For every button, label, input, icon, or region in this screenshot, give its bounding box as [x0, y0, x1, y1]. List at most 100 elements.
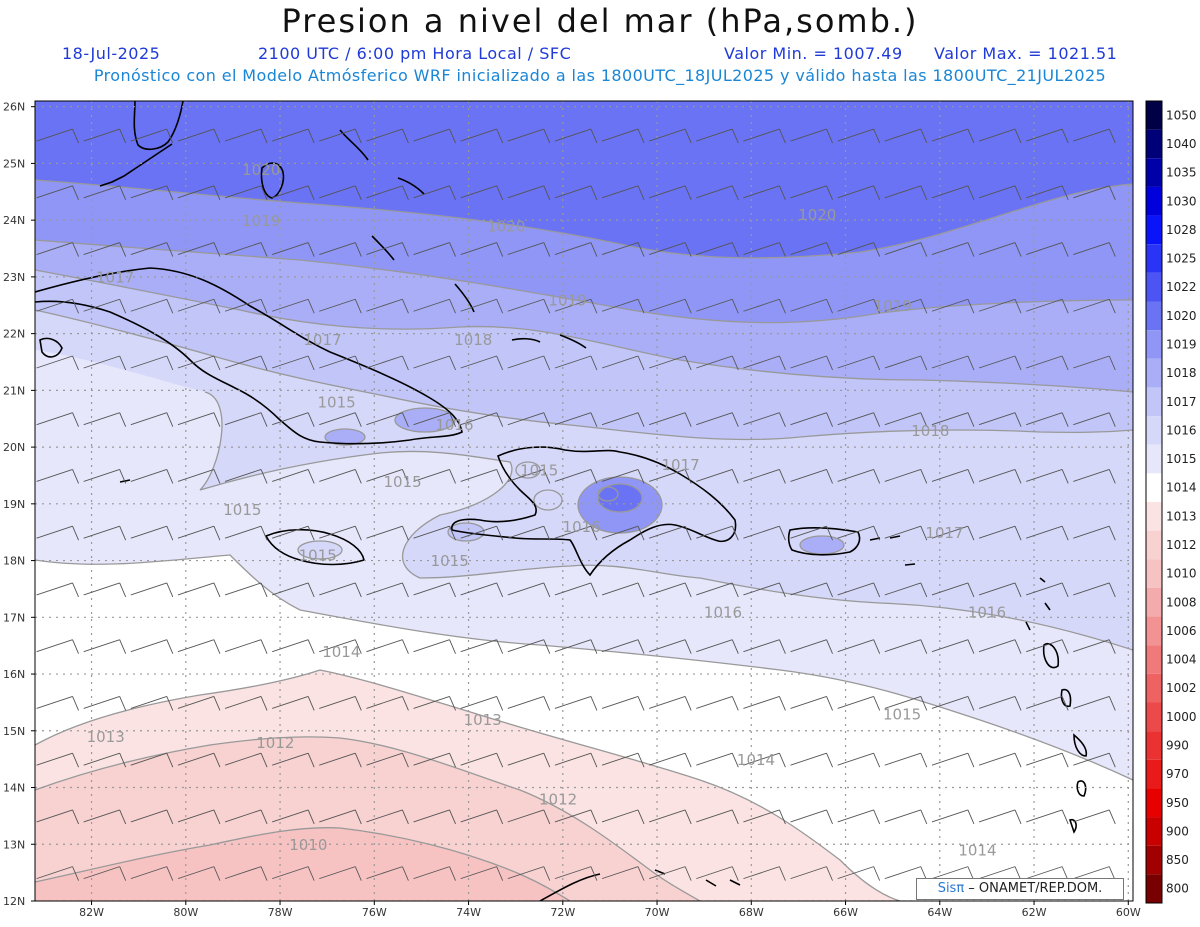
- wind-barb: [413, 582, 456, 598]
- wind-barb: [790, 412, 833, 427]
- colorbar-label: 1015: [1166, 452, 1197, 466]
- wind-barb: [366, 298, 409, 314]
- wind-barb: [224, 752, 268, 768]
- wind-barb: [978, 128, 1022, 144]
- wind-barb: [224, 582, 268, 598]
- wind-barb: [460, 242, 504, 257]
- wind-barb: [224, 809, 268, 825]
- lat-tick-label: 17N: [3, 611, 25, 624]
- colorbar-label: 1030: [1166, 194, 1197, 208]
- colorbar-swatch: [1146, 845, 1162, 875]
- wind-barb: [507, 809, 551, 825]
- lon-tick-label: 64W: [927, 906, 952, 919]
- lon-tick-label: 62W: [1022, 906, 1047, 919]
- colorbar-swatch: [1146, 215, 1162, 245]
- bahamas-exuma: [371, 235, 395, 261]
- isobar-label: 1017: [925, 524, 963, 542]
- wind-barb: [696, 639, 739, 654]
- virgin-islands: [869, 535, 916, 566]
- wind-barb: [36, 185, 79, 200]
- wind-barb: [837, 752, 881, 768]
- wind-barb: [931, 412, 975, 427]
- colorbar-label: 1022: [1166, 280, 1197, 294]
- wind-barb: [1073, 639, 1116, 654]
- graticule: [35, 101, 1133, 901]
- wind-barb: [931, 298, 975, 314]
- wind-barb: [743, 242, 786, 257]
- lat-tick-label: 18N: [3, 555, 25, 568]
- wind-barb: [507, 525, 551, 541]
- isla-juventud: [39, 337, 63, 358]
- wind-barb: [1026, 695, 1069, 711]
- wind-barb: [177, 866, 221, 881]
- wind-barb: [601, 639, 645, 654]
- wind-barb: [696, 809, 739, 825]
- colorbar-label: 950: [1166, 796, 1189, 810]
- wind-barb: [507, 185, 551, 200]
- isobar-label: 1019: [242, 212, 280, 230]
- lon-tick-label: 72W: [550, 906, 575, 919]
- axis-labels: 82W 80W 78W 76W 74W 72W 70W 68W 66W 64W 62W 60W 26N 2…: [3, 101, 1141, 919]
- wind-barb: [507, 469, 551, 484]
- bahamas-long: [454, 283, 475, 313]
- wind-barb: [790, 128, 833, 144]
- wind-barb: [790, 298, 833, 314]
- isobar-label: 1015: [520, 461, 558, 479]
- wind-barb: [507, 298, 551, 314]
- wind-barb: [1026, 242, 1069, 257]
- wind-barb: [460, 639, 504, 654]
- isobar-label: 1014: [737, 751, 775, 769]
- wind-barb: [837, 298, 881, 314]
- wind-barb: [884, 752, 928, 768]
- wind-barb: [884, 298, 928, 314]
- wind-barb: [413, 639, 456, 654]
- wind-barb: [460, 525, 504, 541]
- lat-tick-label: 12N: [3, 895, 25, 908]
- wind-barb: [978, 298, 1022, 314]
- wind-barb: [83, 639, 127, 654]
- florida-coast: [133, 101, 184, 151]
- wind-barb: [696, 582, 739, 598]
- wind-barb: [319, 639, 362, 654]
- wind-barb: [790, 469, 833, 484]
- wind-barb: [931, 752, 975, 768]
- colorbar-label: 1012: [1166, 538, 1197, 552]
- wind-barb: [224, 185, 268, 200]
- wind-barb: [601, 412, 645, 427]
- wind-barb: [130, 128, 174, 144]
- wind-barb: [649, 412, 692, 427]
- wind-barb: [978, 412, 1022, 427]
- wind-barb: [649, 469, 692, 484]
- wind-barb: [319, 752, 362, 768]
- wind-barb: [884, 242, 928, 257]
- wind-barb: [554, 752, 598, 768]
- wind-barb: [224, 639, 268, 654]
- wind-barb: [366, 525, 409, 541]
- wind-barb: [319, 242, 362, 257]
- colorbar-label: 1006: [1166, 624, 1197, 638]
- wind-barb: [130, 298, 174, 314]
- wind-barb: [83, 695, 127, 711]
- wind-barb: [554, 582, 598, 598]
- wind-barb: [272, 355, 315, 371]
- wind-barb: [177, 752, 221, 768]
- wind-barb: [83, 582, 127, 598]
- wind-barb: [36, 242, 79, 257]
- wind-barb: [130, 355, 174, 371]
- colorbar-swatch: [1146, 530, 1162, 560]
- wind-barb: [1026, 355, 1069, 371]
- wind-barb: [554, 242, 598, 257]
- wind-barb: [978, 185, 1022, 200]
- colorbar-swatch: [1146, 244, 1162, 273]
- wind-barb: [601, 242, 645, 257]
- wind-barb: [649, 752, 692, 768]
- wind-barb: [177, 695, 221, 711]
- wind-barb: [507, 752, 551, 768]
- lon-tick-label: 78W: [268, 906, 293, 919]
- colorbar-label: 850: [1166, 853, 1189, 867]
- lon-tick-label: 82W: [79, 906, 104, 919]
- colorbar-swatch: [1146, 645, 1162, 674]
- high-cell-hispaniola-core: [598, 484, 642, 512]
- min-value: Valor Min. = 1007.49: [724, 44, 903, 63]
- wind-barb: [743, 412, 786, 427]
